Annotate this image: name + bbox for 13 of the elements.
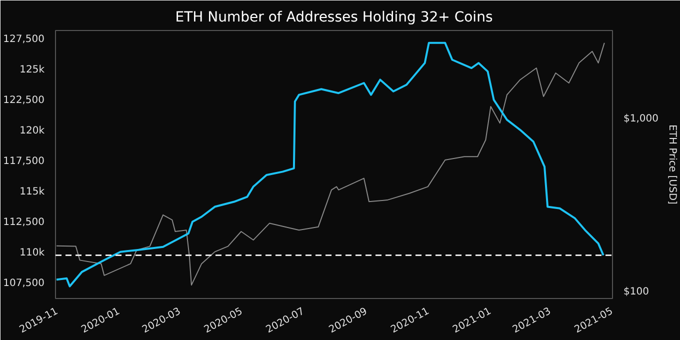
y-tick-label: 122,500	[3, 95, 45, 106]
y-tick-label: 110k	[20, 247, 45, 258]
y-tick-label: 127,500	[3, 34, 45, 46]
y-tick-label: 115k	[20, 186, 45, 198]
chart-title: ETH Number of Addresses Holding 32+ Coins	[175, 10, 493, 26]
y2-axis-title: ETH Price [USD]	[666, 124, 678, 205]
y-tick-label: 107,500	[3, 278, 45, 289]
y-tick-label: 125k	[20, 64, 45, 76]
y2-tick-label: $1,000	[624, 113, 658, 124]
y-tick-label: 117,500	[3, 156, 45, 167]
y-tick-label: 112,500	[3, 216, 45, 228]
y-tick-label: 120k	[20, 126, 45, 136]
y2-tick-label: $100	[624, 286, 649, 298]
